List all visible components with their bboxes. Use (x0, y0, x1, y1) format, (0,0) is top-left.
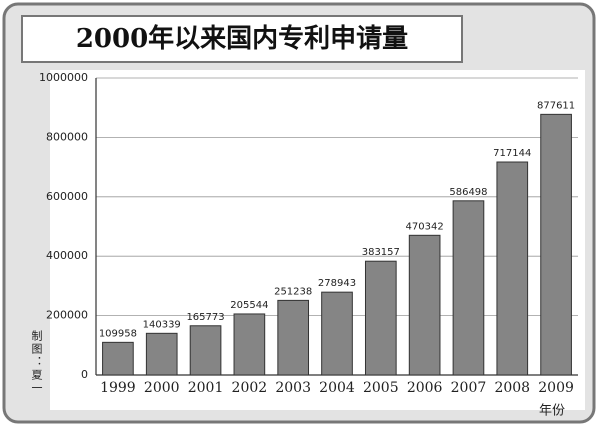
x-tick-label: 2008 (494, 380, 530, 396)
title-box (21, 15, 463, 63)
bar (189, 325, 222, 376)
value-label: 165773 (186, 312, 224, 323)
bar (277, 299, 310, 376)
x-tick-label: 2004 (319, 380, 355, 396)
y-tick-label: 1000000 (39, 71, 88, 84)
x-tick-label: 2005 (363, 380, 399, 396)
value-label: 251238 (274, 286, 312, 297)
bar (233, 313, 266, 376)
bar (496, 161, 529, 376)
value-label: 470342 (406, 221, 444, 232)
bar (102, 341, 134, 376)
value-label: 140339 (143, 319, 181, 330)
x-tick-label: 2009 (538, 380, 574, 396)
x-tick-label: 2002 (232, 380, 268, 396)
bar (452, 200, 485, 376)
x-axis-label: 年份 (539, 404, 565, 419)
x-tick-label: 2000 (144, 380, 180, 396)
bar (408, 234, 441, 376)
value-label: 717144 (493, 148, 531, 159)
value-label: 877611 (537, 100, 575, 111)
plot-background (50, 70, 585, 410)
bar (145, 332, 178, 376)
x-tick-label: 2007 (451, 380, 487, 396)
credit: 制图：夏一 (30, 330, 43, 395)
x-tick-label: 1999 (100, 380, 136, 396)
x-tick-label: 2003 (275, 380, 311, 396)
bar (540, 113, 572, 376)
value-label: 109958 (99, 328, 137, 339)
bar (364, 260, 397, 376)
value-label: 278943 (318, 278, 356, 289)
y-tick-label: 200000 (46, 309, 88, 322)
y-tick-label: 800000 (46, 130, 88, 143)
value-label: 205544 (230, 300, 268, 311)
y-tick-label: 400000 (46, 249, 88, 262)
y-tick-label: 600000 (46, 190, 88, 203)
bar (321, 291, 353, 376)
y-tick-label: 0 (81, 368, 88, 381)
chart-title: 2000年以来国内专利申请量 (76, 23, 408, 54)
value-label: 586498 (449, 187, 487, 198)
x-tick-label: 2006 (407, 380, 443, 396)
x-tick-label: 2001 (188, 380, 224, 396)
value-label: 383157 (362, 247, 400, 258)
